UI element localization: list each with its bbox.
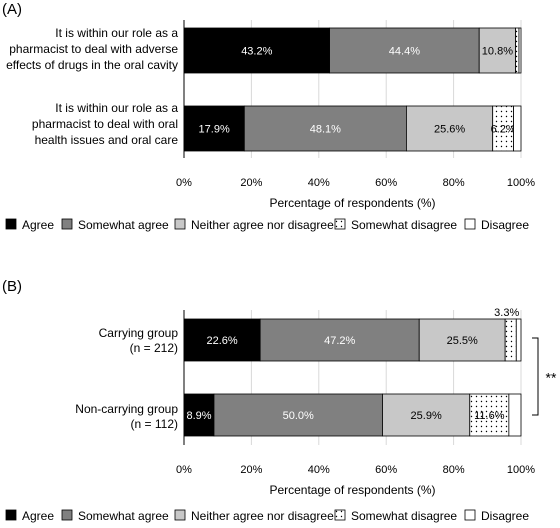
data-label: 3.3% <box>494 307 519 319</box>
x-axis-label: Percentage of respondents (%) <box>269 483 435 497</box>
data-label: 50.0% <box>283 410 314 422</box>
x-tick-label: 100% <box>507 464 535 476</box>
legend-swatch <box>5 509 17 521</box>
x-tick-label: 80% <box>443 464 465 476</box>
legend: Agree Somewhat agree Neither agree nor dis… <box>5 218 529 232</box>
x-tick-label: 0% <box>176 464 192 476</box>
data-label: 11.6% <box>474 410 505 422</box>
bar-segment <box>183 27 330 74</box>
legend-label: Neither agree nor disagree <box>191 218 334 232</box>
bar-segment <box>515 27 520 74</box>
data-label: 6.2% <box>491 124 516 136</box>
bar-segment <box>508 393 522 437</box>
bar-segment <box>243 105 407 152</box>
significance-marker: ** <box>546 370 557 386</box>
category-label: Non-carrying group <box>75 402 178 416</box>
legend-label: Agree <box>22 509 54 523</box>
legend-swatch <box>61 509 73 521</box>
data-label: 25.5% <box>447 335 478 347</box>
legend-swatch <box>5 218 17 230</box>
data-label: 47.2% <box>324 335 355 347</box>
x-tick-label: 60% <box>375 177 397 189</box>
data-label: 48.1% <box>310 124 341 136</box>
legend-label: Somewhat agree <box>78 218 169 232</box>
category-label: effects of drugs in the oral cavity <box>6 58 178 72</box>
bar-segment <box>183 318 261 362</box>
legend-swatch <box>464 218 476 230</box>
x-tick-label: 40% <box>308 177 330 189</box>
x-tick-label: 0% <box>176 177 192 189</box>
legend-label: Somewhat agree <box>78 509 169 523</box>
data-label: 43.2% <box>241 46 272 58</box>
legend-label: Disagree <box>481 509 529 523</box>
x-tick-label: 40% <box>308 464 330 476</box>
category-label: It is within our role as a <box>55 101 178 115</box>
panel-label: (A) <box>2 1 22 18</box>
bar-segment <box>382 393 471 437</box>
data-label: 17.9% <box>199 124 230 136</box>
category-label: pharmacist to deal with oral <box>32 117 178 131</box>
bar-segment <box>513 105 522 152</box>
legend-label: Somewhat disagree <box>351 218 457 232</box>
bar-segment <box>469 393 510 437</box>
x-tick-label: 20% <box>240 464 262 476</box>
legend-swatch <box>61 218 73 230</box>
x-tick-label: 60% <box>375 464 397 476</box>
legend: Agree Somewhat agree Neither agree nor dis… <box>5 509 529 523</box>
category-label: It is within our role as a <box>55 26 178 40</box>
data-label: 8.9% <box>186 410 211 422</box>
legend-swatch <box>334 509 346 521</box>
legend-swatch <box>334 218 346 230</box>
bar-segment <box>504 318 517 362</box>
legend-label: Somewhat disagree <box>351 509 457 523</box>
legend-swatch <box>174 218 186 230</box>
category-label: pharmacist to deal with adverse <box>9 42 178 56</box>
legend-swatch <box>464 509 476 521</box>
x-axis-label: Percentage of respondents (%) <box>269 196 435 210</box>
data-label: 25.9% <box>411 410 442 422</box>
panel-label: (B) <box>2 278 22 295</box>
bar-segment <box>259 318 420 362</box>
bar-segment <box>213 393 383 437</box>
panel-a: (A) It is within our role as a pharmacist … <box>2 1 535 232</box>
legend-label: Neither agree nor disagree <box>191 509 334 523</box>
category-label: health issues and oral care <box>35 133 179 147</box>
bar-segment <box>515 318 522 362</box>
data-label: 25.6% <box>434 124 465 136</box>
data-label: 10.8% <box>482 46 513 58</box>
x-tick-label: 20% <box>240 177 262 189</box>
x-tick-label: 100% <box>507 177 535 189</box>
category-label: (n = 212) <box>130 341 178 355</box>
legend-swatch <box>174 509 186 521</box>
category-label: (n = 112) <box>131 417 178 431</box>
bar-segment <box>418 318 506 362</box>
legend-label: Agree <box>22 218 54 232</box>
bar-segment <box>183 105 245 152</box>
data-label: 44.4% <box>389 46 420 58</box>
significance-bracket <box>532 337 539 416</box>
legend-label: Disagree <box>481 218 529 232</box>
category-label: Carrying group <box>99 326 179 340</box>
data-label: 22.6% <box>206 335 237 347</box>
panel-b: (B) Carrying group(n = 212) Non-carrying g… <box>2 278 557 523</box>
x-tick-label: 80% <box>443 177 465 189</box>
bar-segment <box>518 27 522 74</box>
bar-segment <box>406 105 494 152</box>
